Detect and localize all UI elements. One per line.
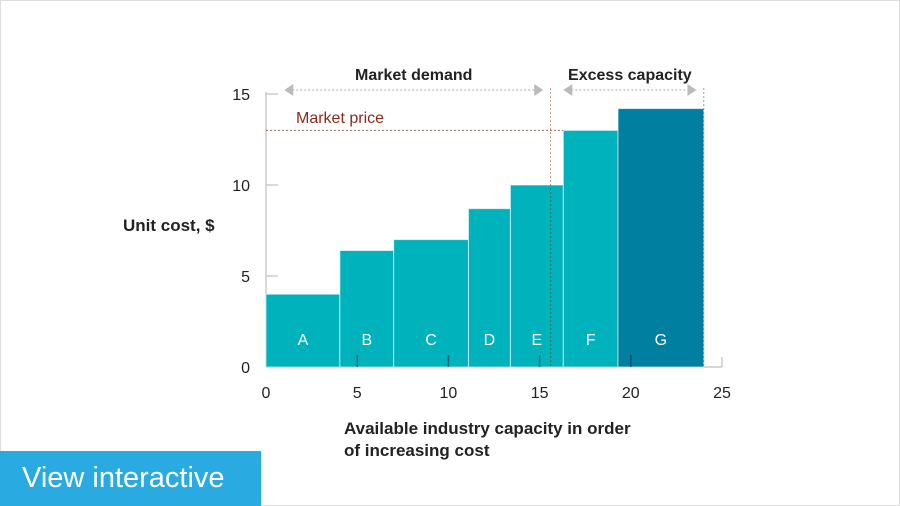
bar-C bbox=[393, 239, 469, 368]
y-axis-label: Unit cost, $ bbox=[123, 216, 215, 235]
bar-B bbox=[339, 250, 395, 368]
bar-F bbox=[562, 129, 619, 368]
bar-E bbox=[509, 184, 564, 368]
y-tick-label: 0 bbox=[241, 360, 250, 377]
market-demand-label: Market demand bbox=[355, 67, 472, 84]
bar-G bbox=[617, 108, 705, 368]
x-axis-label: Available industry capacity in order of … bbox=[344, 419, 631, 460]
bar-label: A bbox=[298, 332, 309, 349]
view-interactive-button[interactable]: View interactive bbox=[0, 451, 261, 506]
market-demand-arrow-arrow-left bbox=[284, 84, 294, 96]
bar-label: D bbox=[484, 332, 496, 349]
bar-label: E bbox=[532, 332, 543, 349]
x-tick-label: 10 bbox=[440, 385, 458, 402]
x-tick-label: 5 bbox=[353, 385, 362, 402]
excess-capacity-label: Excess capacity bbox=[568, 67, 692, 84]
bar-label: G bbox=[655, 332, 667, 349]
y-tick-label: 10 bbox=[232, 178, 250, 195]
bar-label: C bbox=[425, 332, 437, 349]
y-tick-label: 5 bbox=[241, 269, 250, 286]
market-price-label: Market price bbox=[296, 110, 384, 127]
excess-capacity-arrow-arrow-left bbox=[563, 84, 573, 96]
y-tick-label: 15 bbox=[232, 87, 250, 104]
market-demand-arrow-arrow-right bbox=[534, 84, 544, 96]
bar-A bbox=[265, 293, 341, 368]
x-tick-label: 15 bbox=[531, 385, 549, 402]
bar-label: F bbox=[586, 332, 596, 349]
x-tick-label: 20 bbox=[622, 385, 640, 402]
excess-capacity-arrow-arrow-right bbox=[687, 84, 697, 96]
x-tick-label: 0 bbox=[262, 385, 271, 402]
bar-label: B bbox=[361, 332, 372, 349]
x-tick-label: 25 bbox=[713, 385, 731, 402]
bar-D bbox=[467, 208, 511, 368]
